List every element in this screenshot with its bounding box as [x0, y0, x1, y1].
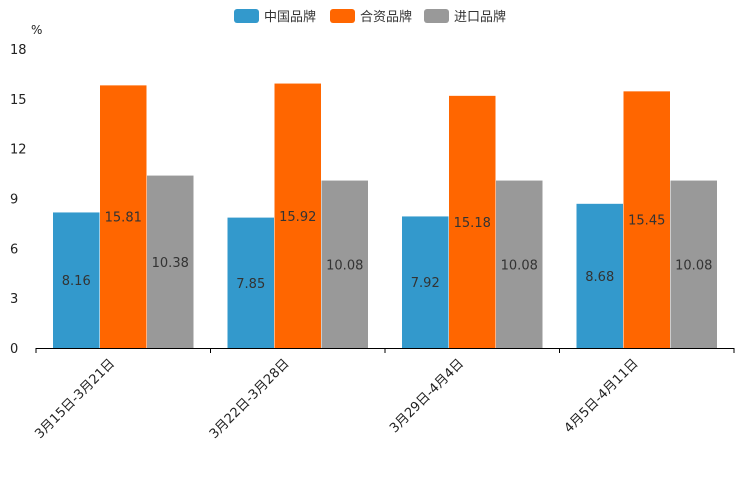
legend-label-2[interactable]: 合资品牌 — [360, 9, 412, 25]
legend-label-3[interactable]: 进口品牌 — [454, 9, 506, 25]
data-label: 10.08 — [501, 258, 538, 273]
x-tick-label: 3月22日-3月28日 — [207, 356, 293, 442]
legend-label-1[interactable]: 中国品牌 — [264, 9, 316, 25]
bar[interactable] — [449, 95, 496, 349]
bar[interactable] — [402, 216, 449, 348]
data-labels: 8.16 15.81 10.38 7.85 15.92 10.08 7.92 15.18 10.… — [62, 210, 713, 292]
y-tick-label: 0 — [10, 342, 18, 357]
y-tick-label: 15 — [10, 93, 27, 108]
data-label: 8.16 — [62, 274, 91, 289]
y-tick-label: 6 — [10, 242, 18, 257]
data-label: 15.45 — [628, 214, 665, 229]
legend: 中国品牌 合资品牌 进口品牌 — [234, 9, 506, 25]
data-label: 10.08 — [675, 258, 712, 273]
data-label: 10.08 — [326, 258, 363, 273]
bar[interactable] — [100, 85, 147, 349]
bar[interactable] — [274, 83, 322, 348]
bar[interactable] — [53, 212, 100, 348]
legend-swatch-3[interactable] — [424, 9, 449, 23]
bar[interactable] — [670, 180, 718, 348]
data-label: 8.68 — [585, 270, 614, 285]
y-tick-label: 18 — [10, 43, 27, 58]
bars — [53, 83, 718, 349]
data-label: 7.85 — [236, 277, 265, 292]
data-label: 10.38 — [152, 256, 189, 271]
data-label: 15.81 — [105, 211, 142, 226]
bar[interactable] — [623, 91, 671, 348]
bar[interactable] — [496, 180, 543, 348]
y-tick-label: 9 — [10, 193, 18, 208]
bar[interactable] — [321, 180, 369, 348]
bar[interactable] — [147, 175, 194, 348]
bar[interactable] — [227, 217, 275, 348]
x-axis: 3月15日-3月21日 3月22日-3月28日 3月29日-4月4日 4月5日-4月1… — [32, 348, 735, 442]
data-label: 15.92 — [279, 210, 316, 225]
y-tick-label: 12 — [10, 143, 27, 158]
y-axis: 0 3 6 9 12 15 18 — [10, 43, 27, 357]
bar[interactable] — [576, 203, 624, 348]
legend-swatch-2[interactable] — [330, 9, 355, 23]
data-label: 7.92 — [411, 276, 440, 291]
legend-swatch-1[interactable] — [234, 9, 259, 23]
y-axis-unit-label: % — [31, 23, 42, 37]
x-tick-label: 3月15日-3月21日 — [32, 356, 118, 442]
x-tick-label: 3月29日-4月4日 — [387, 356, 467, 436]
data-label: 15.18 — [454, 216, 491, 231]
x-tick-label: 4月5日-4月11日 — [562, 356, 642, 436]
y-tick-label: 3 — [10, 292, 18, 307]
